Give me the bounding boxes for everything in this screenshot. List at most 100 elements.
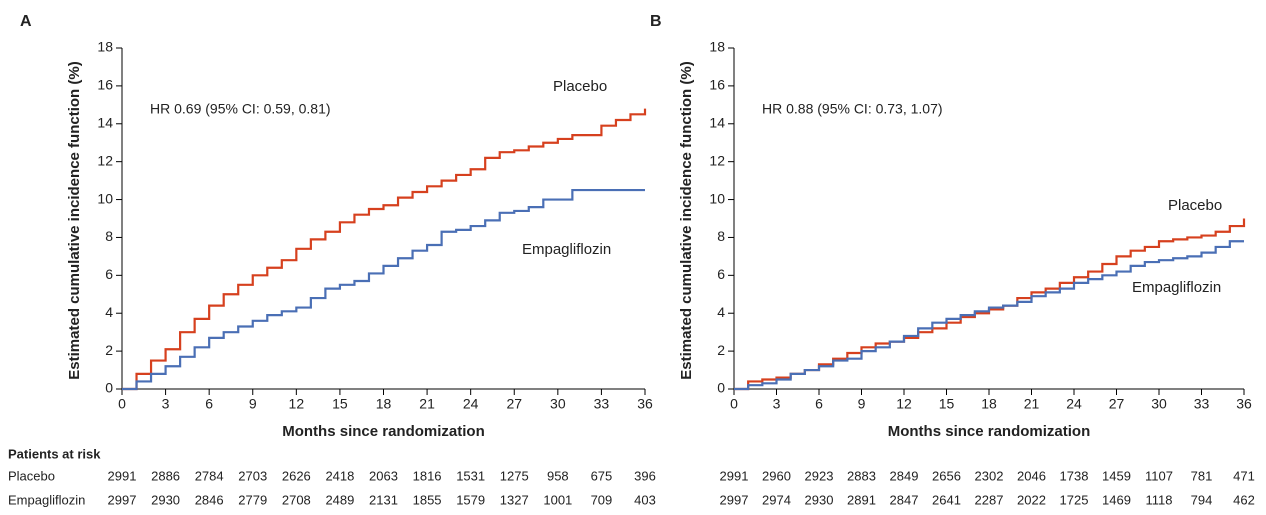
risk-value: 1579 xyxy=(456,492,485,507)
risk-value: 2287 xyxy=(975,492,1004,507)
y-tick-label: 4 xyxy=(717,304,725,320)
y-tick-label: 2 xyxy=(717,342,725,358)
x-tick-label: 12 xyxy=(896,396,912,412)
series-label: Placebo xyxy=(1168,197,1222,214)
y-tick-label: 12 xyxy=(97,152,113,168)
x-tick-label: 0 xyxy=(730,396,738,412)
y-axis-label: Estimated cumulative incidence function … xyxy=(66,61,83,379)
risk-value: 2784 xyxy=(195,468,224,483)
risk-value: 1738 xyxy=(1060,468,1089,483)
x-axis-label: Months since randomization xyxy=(282,423,485,440)
x-tick-label: 33 xyxy=(1194,396,1210,412)
step-line xyxy=(122,188,645,391)
step-line xyxy=(734,218,1246,391)
y-tick-label: 10 xyxy=(97,190,113,206)
risk-value: 2641 xyxy=(932,492,961,507)
risk-value: 1327 xyxy=(500,492,529,507)
risk-value: 794 xyxy=(1191,492,1213,507)
risk-value: 2708 xyxy=(282,492,311,507)
x-tick-label: 3 xyxy=(773,396,781,412)
risk-value: 2974 xyxy=(762,492,791,507)
x-tick-label: 30 xyxy=(550,396,566,412)
risk-value: 2891 xyxy=(847,492,876,507)
risk-value: 2930 xyxy=(805,492,834,507)
x-tick-label: 36 xyxy=(637,396,653,412)
risk-value: 2991 xyxy=(108,468,137,483)
risk-value: 1459 xyxy=(1102,468,1131,483)
risk-value: 2489 xyxy=(325,492,354,507)
risk-value: 2847 xyxy=(890,492,919,507)
risk-value: 2849 xyxy=(890,468,919,483)
risk-value: 1469 xyxy=(1102,492,1131,507)
panel-label: B xyxy=(650,13,662,30)
y-tick-label: 6 xyxy=(105,266,113,282)
y-tick-label: 14 xyxy=(709,114,725,130)
risk-value: 2930 xyxy=(151,492,180,507)
risk-value: 1001 xyxy=(543,492,572,507)
y-tick-label: 16 xyxy=(709,77,725,93)
risk-value: 403 xyxy=(634,492,656,507)
series-label: Empagliflozin xyxy=(522,241,611,258)
y-tick-label: 10 xyxy=(709,190,725,206)
y-tick-label: 0 xyxy=(105,380,113,396)
y-axis-label: Estimated cumulative incidence function … xyxy=(678,61,695,379)
risk-row-label: Placebo xyxy=(8,468,55,483)
y-tick-label: 6 xyxy=(717,266,725,282)
risk-table-title: Patients at risk xyxy=(8,446,101,461)
x-tick-label: 15 xyxy=(332,396,348,412)
risk-value: 2846 xyxy=(195,492,224,507)
y-tick-label: 8 xyxy=(105,228,113,244)
x-tick-label: 6 xyxy=(815,396,823,412)
y-tick-label: 12 xyxy=(709,152,725,168)
risk-value: 2886 xyxy=(151,468,180,483)
step-line xyxy=(122,108,647,391)
risk-value: 2997 xyxy=(108,492,137,507)
x-axis-label: Months since randomization xyxy=(888,423,1091,440)
series-label: Empagliflozin xyxy=(1132,279,1221,296)
risk-value: 958 xyxy=(547,468,569,483)
y-tick-label: 18 xyxy=(709,39,725,55)
y-tick-label: 2 xyxy=(105,342,113,358)
y-tick-label: 4 xyxy=(105,304,113,320)
y-tick-label: 14 xyxy=(97,114,113,130)
x-tick-label: 27 xyxy=(506,396,522,412)
risk-value: 471 xyxy=(1233,468,1255,483)
x-tick-label: 36 xyxy=(1236,396,1252,412)
x-tick-label: 33 xyxy=(594,396,610,412)
risk-value: 2883 xyxy=(847,468,876,483)
x-tick-label: 12 xyxy=(289,396,305,412)
risk-value: 2960 xyxy=(762,468,791,483)
x-tick-label: 15 xyxy=(939,396,955,412)
series-label: Placebo xyxy=(553,78,607,95)
risk-row-label: Empagliflozin xyxy=(8,492,85,507)
risk-value: 2418 xyxy=(325,468,354,483)
panel-label: A xyxy=(20,13,32,30)
y-tick-label: 16 xyxy=(97,77,113,93)
risk-value: 2779 xyxy=(238,492,267,507)
annotation: HR 0.88 (95% CI: 0.73, 1.07) xyxy=(762,101,943,117)
x-tick-label: 24 xyxy=(463,396,479,412)
risk-value: 1275 xyxy=(500,468,529,483)
y-tick-label: 18 xyxy=(97,39,113,55)
risk-value: 462 xyxy=(1233,492,1255,507)
risk-value: 1725 xyxy=(1060,492,1089,507)
x-tick-label: 30 xyxy=(1151,396,1167,412)
risk-value: 2302 xyxy=(975,468,1004,483)
risk-value: 2923 xyxy=(805,468,834,483)
risk-value: 2131 xyxy=(369,492,398,507)
risk-value: 709 xyxy=(591,492,613,507)
risk-value: 2997 xyxy=(720,492,749,507)
risk-value: 396 xyxy=(634,468,656,483)
x-tick-label: 0 xyxy=(118,396,126,412)
annotation: HR 0.69 (95% CI: 0.59, 0.81) xyxy=(150,101,331,117)
risk-value: 2656 xyxy=(932,468,961,483)
x-tick-label: 3 xyxy=(162,396,170,412)
risk-value: 675 xyxy=(591,468,613,483)
x-tick-label: 9 xyxy=(249,396,257,412)
risk-value: 1107 xyxy=(1145,468,1173,483)
x-tick-label: 24 xyxy=(1066,396,1082,412)
y-tick-label: 8 xyxy=(717,228,725,244)
y-tick-label: 0 xyxy=(717,380,725,396)
x-tick-label: 6 xyxy=(205,396,213,412)
